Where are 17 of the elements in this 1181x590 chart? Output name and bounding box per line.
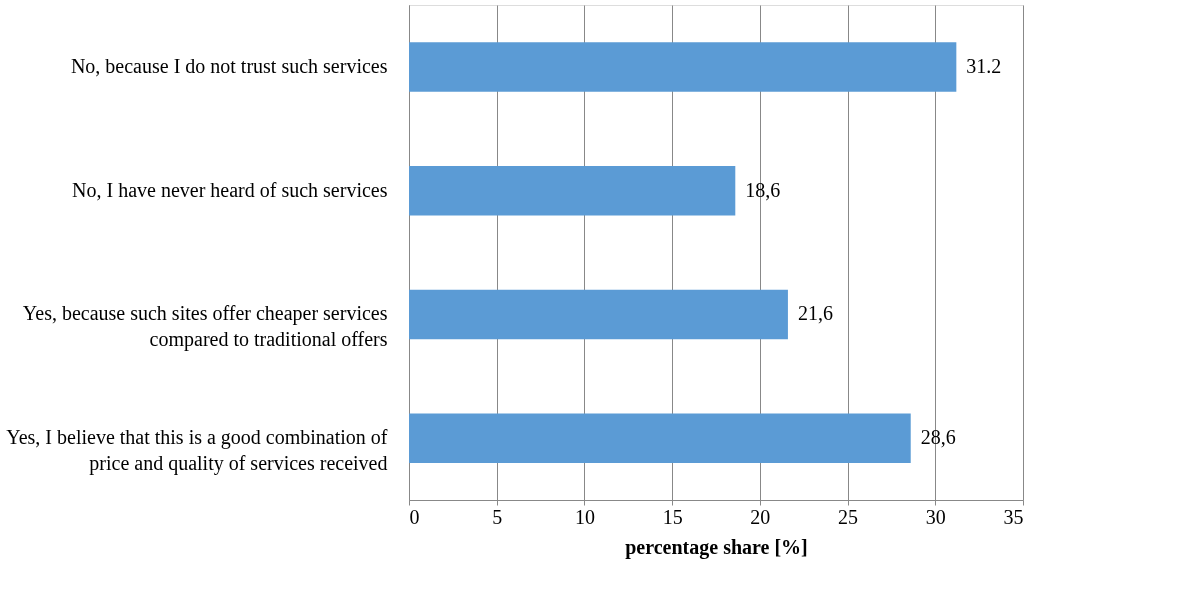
x-tick-label: 35 — [1003, 505, 1024, 528]
y-tick-label: No, because I do not trust such services — [70, 54, 388, 77]
x-tick-label: 30 — [925, 505, 946, 528]
data-label: 21,6 — [797, 302, 833, 325]
x-tick-label: 20 — [750, 505, 771, 528]
x-tick-label: 15 — [662, 505, 683, 528]
y-tick-label: Yes, I believe that this is a good combination of price and quality of services received — [6, 426, 388, 476]
y-tick-label: Yes, because such sites offer cheaper services compared to traditional offers — [22, 302, 388, 352]
data-label: 31.2 — [966, 54, 1002, 77]
x-tick-label: 5 — [492, 505, 503, 528]
x-tick-label: 0 — [409, 505, 420, 528]
data-label: 28,6 — [920, 426, 956, 449]
y-tick-label: No, I have never heard of such services — [72, 178, 388, 201]
x-tick-label: 10 — [574, 505, 595, 528]
x-axis-title: percentage share [%] — [625, 535, 808, 559]
x-tick-label: 25 — [838, 505, 859, 528]
data-label: 18,6 — [745, 178, 781, 201]
